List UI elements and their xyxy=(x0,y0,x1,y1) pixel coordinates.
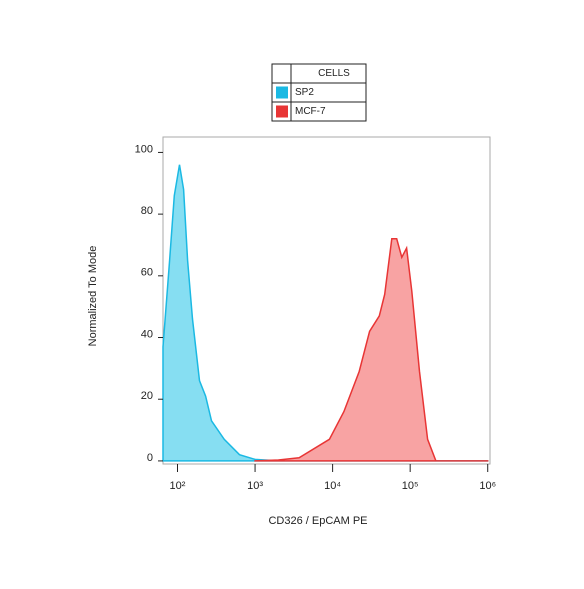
y-axis-label: Normalized To Mode xyxy=(87,246,99,347)
y-tick-label: 60 xyxy=(141,267,153,279)
legend-swatch xyxy=(276,86,288,99)
legend-title: CELLS xyxy=(318,68,350,79)
legend-label: MCF-7 xyxy=(295,106,326,117)
area xyxy=(162,164,489,462)
area xyxy=(254,238,489,462)
x-tick-label: 10² xyxy=(170,480,186,492)
legend-label: SP2 xyxy=(295,87,314,98)
x-tick-label: 10³ xyxy=(247,480,263,492)
y-tick-label: 0 xyxy=(147,452,153,464)
y-tick-label: 20 xyxy=(141,390,153,402)
y-tick-label: 40 xyxy=(141,328,153,340)
legend: CELLS SP2 MCF-7 xyxy=(271,63,367,122)
plot-frame xyxy=(162,136,491,465)
y-tick-label: 100 xyxy=(135,143,153,155)
x-tick-label: 10⁵ xyxy=(402,480,419,492)
y-tick-label: 80 xyxy=(141,205,153,217)
x-axis-label: CD326 / EpCAM PE xyxy=(268,515,367,527)
legend-swatch xyxy=(276,105,288,118)
x-tick-label: 10⁶ xyxy=(479,480,496,492)
x-tick-label: 10⁴ xyxy=(324,480,341,492)
